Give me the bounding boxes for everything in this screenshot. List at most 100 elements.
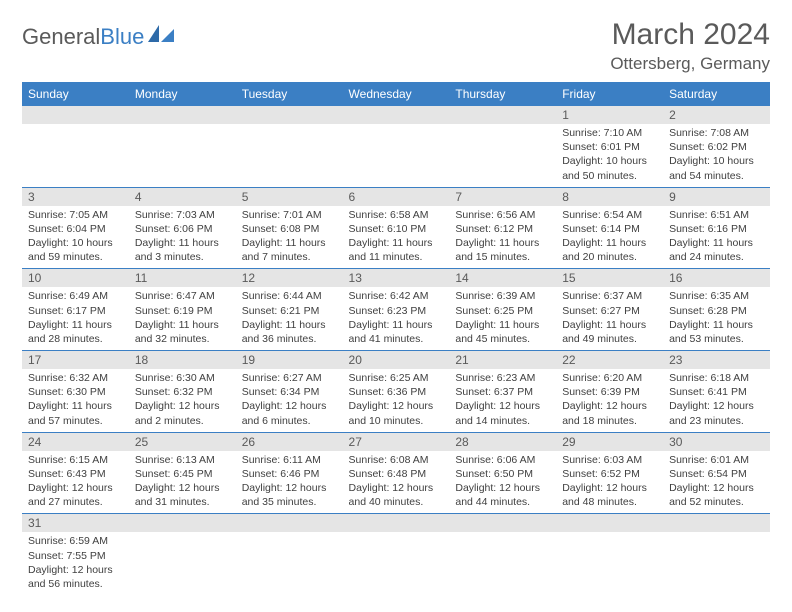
day-details: Sunrise: 6:03 AMSunset: 6:52 PMDaylight:… bbox=[556, 451, 663, 514]
calendar-day-cell: 17Sunrise: 6:32 AMSunset: 6:30 PMDayligh… bbox=[22, 351, 129, 433]
title-block: March 2024 Ottersberg, Germany bbox=[610, 18, 770, 74]
day-details: Sunrise: 7:03 AMSunset: 6:06 PMDaylight:… bbox=[129, 206, 236, 269]
day-number: 5 bbox=[236, 188, 343, 206]
calendar-week-row: 10Sunrise: 6:49 AMSunset: 6:17 PMDayligh… bbox=[22, 269, 770, 351]
day-details: Sunrise: 6:56 AMSunset: 6:12 PMDaylight:… bbox=[449, 206, 556, 269]
day-details: Sunrise: 6:32 AMSunset: 6:30 PMDaylight:… bbox=[22, 369, 129, 432]
calendar-day-cell: 20Sunrise: 6:25 AMSunset: 6:36 PMDayligh… bbox=[343, 351, 450, 433]
day-number: 27 bbox=[343, 433, 450, 451]
day-details: Sunrise: 7:01 AMSunset: 6:08 PMDaylight:… bbox=[236, 206, 343, 269]
calendar-day-cell: 15Sunrise: 6:37 AMSunset: 6:27 PMDayligh… bbox=[556, 269, 663, 351]
location: Ottersberg, Germany bbox=[610, 54, 770, 74]
day-details: Sunrise: 6:08 AMSunset: 6:48 PMDaylight:… bbox=[343, 451, 450, 514]
day-number bbox=[556, 514, 663, 532]
day-number: 9 bbox=[663, 188, 770, 206]
calendar-day-cell: 6Sunrise: 6:58 AMSunset: 6:10 PMDaylight… bbox=[343, 187, 450, 269]
day-details: Sunrise: 6:20 AMSunset: 6:39 PMDaylight:… bbox=[556, 369, 663, 432]
calendar-week-row: 24Sunrise: 6:15 AMSunset: 6:43 PMDayligh… bbox=[22, 432, 770, 514]
day-details: Sunrise: 6:59 AMSunset: 7:55 PMDaylight:… bbox=[22, 532, 129, 595]
day-details: Sunrise: 7:05 AMSunset: 6:04 PMDaylight:… bbox=[22, 206, 129, 269]
calendar-day-cell: 7Sunrise: 6:56 AMSunset: 6:12 PMDaylight… bbox=[449, 187, 556, 269]
day-number bbox=[22, 106, 129, 124]
day-number: 21 bbox=[449, 351, 556, 369]
calendar-table: SundayMondayTuesdayWednesdayThursdayFrid… bbox=[22, 82, 770, 595]
calendar-day-cell: 2Sunrise: 7:08 AMSunset: 6:02 PMDaylight… bbox=[663, 106, 770, 187]
calendar-day-cell: 31Sunrise: 6:59 AMSunset: 7:55 PMDayligh… bbox=[22, 514, 129, 595]
calendar-day-cell bbox=[556, 514, 663, 595]
day-number: 8 bbox=[556, 188, 663, 206]
calendar-day-cell: 22Sunrise: 6:20 AMSunset: 6:39 PMDayligh… bbox=[556, 351, 663, 433]
day-number: 19 bbox=[236, 351, 343, 369]
calendar-day-cell: 8Sunrise: 6:54 AMSunset: 6:14 PMDaylight… bbox=[556, 187, 663, 269]
day-number bbox=[129, 514, 236, 532]
day-number: 1 bbox=[556, 106, 663, 124]
day-number bbox=[343, 106, 450, 124]
calendar-body: 1Sunrise: 7:10 AMSunset: 6:01 PMDaylight… bbox=[22, 106, 770, 595]
day-number: 28 bbox=[449, 433, 556, 451]
calendar-day-cell bbox=[449, 106, 556, 187]
day-details: Sunrise: 6:30 AMSunset: 6:32 PMDaylight:… bbox=[129, 369, 236, 432]
day-number: 13 bbox=[343, 269, 450, 287]
calendar-day-cell: 10Sunrise: 6:49 AMSunset: 6:17 PMDayligh… bbox=[22, 269, 129, 351]
weekday-header: Wednesday bbox=[343, 82, 450, 106]
calendar-day-cell: 4Sunrise: 7:03 AMSunset: 6:06 PMDaylight… bbox=[129, 187, 236, 269]
day-details: Sunrise: 6:06 AMSunset: 6:50 PMDaylight:… bbox=[449, 451, 556, 514]
day-details: Sunrise: 6:44 AMSunset: 6:21 PMDaylight:… bbox=[236, 287, 343, 350]
calendar-day-cell: 1Sunrise: 7:10 AMSunset: 6:01 PMDaylight… bbox=[556, 106, 663, 187]
weekday-header: Thursday bbox=[449, 82, 556, 106]
weekday-header: Tuesday bbox=[236, 82, 343, 106]
month-title: March 2024 bbox=[610, 18, 770, 52]
calendar-week-row: 1Sunrise: 7:10 AMSunset: 6:01 PMDaylight… bbox=[22, 106, 770, 187]
day-details: Sunrise: 6:58 AMSunset: 6:10 PMDaylight:… bbox=[343, 206, 450, 269]
calendar-day-cell: 11Sunrise: 6:47 AMSunset: 6:19 PMDayligh… bbox=[129, 269, 236, 351]
day-number: 20 bbox=[343, 351, 450, 369]
day-number: 16 bbox=[663, 269, 770, 287]
day-number bbox=[449, 106, 556, 124]
day-number: 14 bbox=[449, 269, 556, 287]
calendar-day-cell bbox=[663, 514, 770, 595]
day-details: Sunrise: 6:47 AMSunset: 6:19 PMDaylight:… bbox=[129, 287, 236, 350]
day-details: Sunrise: 7:08 AMSunset: 6:02 PMDaylight:… bbox=[663, 124, 770, 187]
day-number: 3 bbox=[22, 188, 129, 206]
day-number: 15 bbox=[556, 269, 663, 287]
calendar-day-cell bbox=[343, 514, 450, 595]
day-details: Sunrise: 6:23 AMSunset: 6:37 PMDaylight:… bbox=[449, 369, 556, 432]
day-number bbox=[236, 514, 343, 532]
day-number: 30 bbox=[663, 433, 770, 451]
day-number bbox=[663, 514, 770, 532]
day-number: 4 bbox=[129, 188, 236, 206]
calendar-day-cell: 26Sunrise: 6:11 AMSunset: 6:46 PMDayligh… bbox=[236, 432, 343, 514]
calendar-day-cell bbox=[22, 106, 129, 187]
day-number bbox=[449, 514, 556, 532]
day-details: Sunrise: 6:01 AMSunset: 6:54 PMDaylight:… bbox=[663, 451, 770, 514]
day-number bbox=[343, 514, 450, 532]
calendar-day-cell: 27Sunrise: 6:08 AMSunset: 6:48 PMDayligh… bbox=[343, 432, 450, 514]
calendar-day-cell bbox=[343, 106, 450, 187]
calendar-day-cell: 28Sunrise: 6:06 AMSunset: 6:50 PMDayligh… bbox=[449, 432, 556, 514]
day-number: 7 bbox=[449, 188, 556, 206]
brand-part2: Blue bbox=[100, 24, 144, 50]
day-details: Sunrise: 6:49 AMSunset: 6:17 PMDaylight:… bbox=[22, 287, 129, 350]
day-number: 23 bbox=[663, 351, 770, 369]
day-details: Sunrise: 6:25 AMSunset: 6:36 PMDaylight:… bbox=[343, 369, 450, 432]
calendar-week-row: 17Sunrise: 6:32 AMSunset: 6:30 PMDayligh… bbox=[22, 351, 770, 433]
weekday-header: Monday bbox=[129, 82, 236, 106]
day-number: 31 bbox=[22, 514, 129, 532]
day-number bbox=[129, 106, 236, 124]
day-number: 2 bbox=[663, 106, 770, 124]
calendar-day-cell bbox=[236, 514, 343, 595]
day-number bbox=[236, 106, 343, 124]
day-details: Sunrise: 6:35 AMSunset: 6:28 PMDaylight:… bbox=[663, 287, 770, 350]
calendar-day-cell: 16Sunrise: 6:35 AMSunset: 6:28 PMDayligh… bbox=[663, 269, 770, 351]
calendar-day-cell: 3Sunrise: 7:05 AMSunset: 6:04 PMDaylight… bbox=[22, 187, 129, 269]
calendar-day-cell: 12Sunrise: 6:44 AMSunset: 6:21 PMDayligh… bbox=[236, 269, 343, 351]
calendar-day-cell: 13Sunrise: 6:42 AMSunset: 6:23 PMDayligh… bbox=[343, 269, 450, 351]
calendar-day-cell bbox=[129, 106, 236, 187]
day-details: Sunrise: 6:51 AMSunset: 6:16 PMDaylight:… bbox=[663, 206, 770, 269]
day-number: 18 bbox=[129, 351, 236, 369]
day-details: Sunrise: 6:18 AMSunset: 6:41 PMDaylight:… bbox=[663, 369, 770, 432]
weekday-header: Saturday bbox=[663, 82, 770, 106]
calendar-day-cell bbox=[449, 514, 556, 595]
day-details: Sunrise: 6:15 AMSunset: 6:43 PMDaylight:… bbox=[22, 451, 129, 514]
calendar-day-cell: 14Sunrise: 6:39 AMSunset: 6:25 PMDayligh… bbox=[449, 269, 556, 351]
